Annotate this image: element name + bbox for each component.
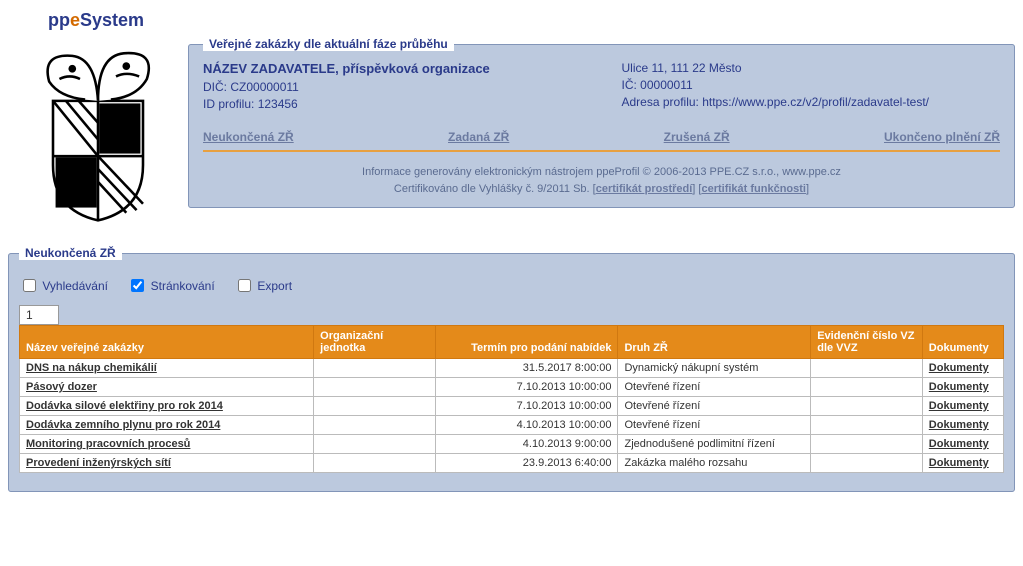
cell-term: 7.10.2013 10:00:00	[435, 397, 618, 416]
cell-druh: Otevřené řízení	[618, 397, 811, 416]
phase-tabs: Neukončená ZŘ Zadaná ZŘ Zrušená ZŘ Ukonč…	[203, 118, 1000, 152]
table-row: Dodávka zemního plynu pro rok 2014 4.10.2…	[20, 416, 1004, 435]
th-org[interactable]: Organizační jednotka	[314, 326, 436, 359]
org-idprofil: ID profilu: 123456	[203, 97, 582, 111]
th-name[interactable]: Název veřejné zakázky	[20, 326, 314, 359]
table-row: Monitoring pracovních procesů 4.10.2013 9…	[20, 435, 1004, 454]
cell-term: 31.5.2017 8:00:00	[435, 359, 618, 378]
cell-druh: Zjednodušené podlimitní řízení	[618, 435, 811, 454]
header-panel: Veřejné zakázky dle aktuální fáze průběh…	[188, 37, 1015, 208]
list-panel: Neukončená ZŘ Vyhledávání Stránkování Ex…	[8, 246, 1015, 492]
cell-org	[314, 454, 436, 473]
documents-link[interactable]: Dokumenty	[929, 457, 989, 469]
cell-org	[314, 416, 436, 435]
org-ic: IČ: 00000011	[622, 78, 1001, 92]
cell-druh: Otevřené řízení	[618, 378, 811, 397]
documents-link[interactable]: Dokumenty	[929, 362, 989, 374]
filter-search-checkbox[interactable]	[23, 279, 36, 292]
contract-link[interactable]: Pásový dozer	[26, 381, 97, 393]
contract-link[interactable]: Monitoring pracovních procesů	[26, 438, 190, 450]
cell-org	[314, 435, 436, 454]
filter-export-checkbox[interactable]	[238, 279, 251, 292]
th-doc[interactable]: Dokumenty	[922, 326, 1003, 359]
cert-env-link[interactable]: certifikát prostředí	[596, 183, 693, 195]
cell-druh: Dynamický nákupní systém	[618, 359, 811, 378]
filter-search[interactable]: Vyhledávání	[19, 279, 111, 293]
th-evid[interactable]: Evidenční číslo VZ dle VVZ	[811, 326, 923, 359]
table-row: Provedení inženýrských sítí 23.9.2013 6:4…	[20, 454, 1004, 473]
cell-evid	[811, 416, 923, 435]
cell-evid	[811, 435, 923, 454]
table-row: Pásový dozer 7.10.2013 10:00:00Otevřené ř…	[20, 378, 1004, 397]
list-legend: Neukončená ZŘ	[19, 246, 122, 260]
header-legend: Veřejné zakázky dle aktuální fáze průběh…	[203, 37, 454, 51]
cell-evid	[811, 359, 923, 378]
table-row: Dodávka silové elektřiny pro rok 2014 7.1…	[20, 397, 1004, 416]
cell-org	[314, 397, 436, 416]
filter-export[interactable]: Export	[234, 279, 292, 293]
contract-link[interactable]: Dodávka zemního plynu pro rok 2014	[26, 419, 220, 431]
cell-evid	[811, 378, 923, 397]
filter-row: Vyhledávání Stránkování Export	[19, 272, 1004, 305]
documents-link[interactable]: Dokumenty	[929, 438, 989, 450]
cell-org	[314, 378, 436, 397]
cell-evid	[811, 454, 923, 473]
crest-image	[8, 37, 188, 232]
app-logo: ppeSystem	[8, 8, 1015, 37]
contracts-table: Název veřejné zakázky Organizační jednot…	[19, 325, 1004, 473]
cell-term: 7.10.2013 10:00:00	[435, 378, 618, 397]
filter-paging-checkbox[interactable]	[131, 279, 144, 292]
org-profil: Adresa profilu: https://www.ppe.cz/v2/pr…	[622, 95, 1001, 109]
contract-link[interactable]: Provedení inženýrských sítí	[26, 457, 171, 469]
cert-func-link[interactable]: certifikát funkčnosti	[701, 183, 806, 195]
contract-link[interactable]: Dodávka silové elektřiny pro rok 2014	[26, 400, 223, 412]
org-name: NÁZEV ZADAVATELE, příspěvková organizace	[203, 61, 582, 76]
filter-paging[interactable]: Stránkování	[127, 279, 218, 293]
cell-evid	[811, 397, 923, 416]
cell-druh: Otevřené řízení	[618, 416, 811, 435]
cell-term: 23.9.2013 6:40:00	[435, 454, 618, 473]
th-druh[interactable]: Druh ZŘ	[618, 326, 811, 359]
cell-druh: Zakázka malého rozsahu	[618, 454, 811, 473]
documents-link[interactable]: Dokumenty	[929, 381, 989, 393]
cell-term: 4.10.2013 10:00:00	[435, 416, 618, 435]
org-dic: DIČ: CZ00000011	[203, 80, 582, 94]
tab-neukoncena[interactable]: Neukončená ZŘ	[203, 130, 294, 144]
page-indicator[interactable]: 1	[19, 305, 59, 325]
cell-term: 4.10.2013 9:00:00	[435, 435, 618, 454]
cell-org	[314, 359, 436, 378]
tab-zrusena[interactable]: Zrušená ZŘ	[664, 130, 730, 144]
tab-zadana[interactable]: Zadaná ZŘ	[448, 130, 509, 144]
tab-ukonceno[interactable]: Ukončeno plnění ZŘ	[884, 130, 1000, 144]
th-term[interactable]: Termín pro podání nabídek	[435, 326, 618, 359]
documents-link[interactable]: Dokumenty	[929, 419, 989, 431]
documents-link[interactable]: Dokumenty	[929, 400, 989, 412]
contract-link[interactable]: DNS na nákup chemikálií	[26, 362, 157, 374]
footer-info: Informace generovány elektronickým nástr…	[203, 164, 1000, 197]
table-row: DNS na nákup chemikálií 31.5.2017 8:00:00…	[20, 359, 1004, 378]
org-address: Ulice 11, 111 22 Město	[622, 61, 1001, 75]
